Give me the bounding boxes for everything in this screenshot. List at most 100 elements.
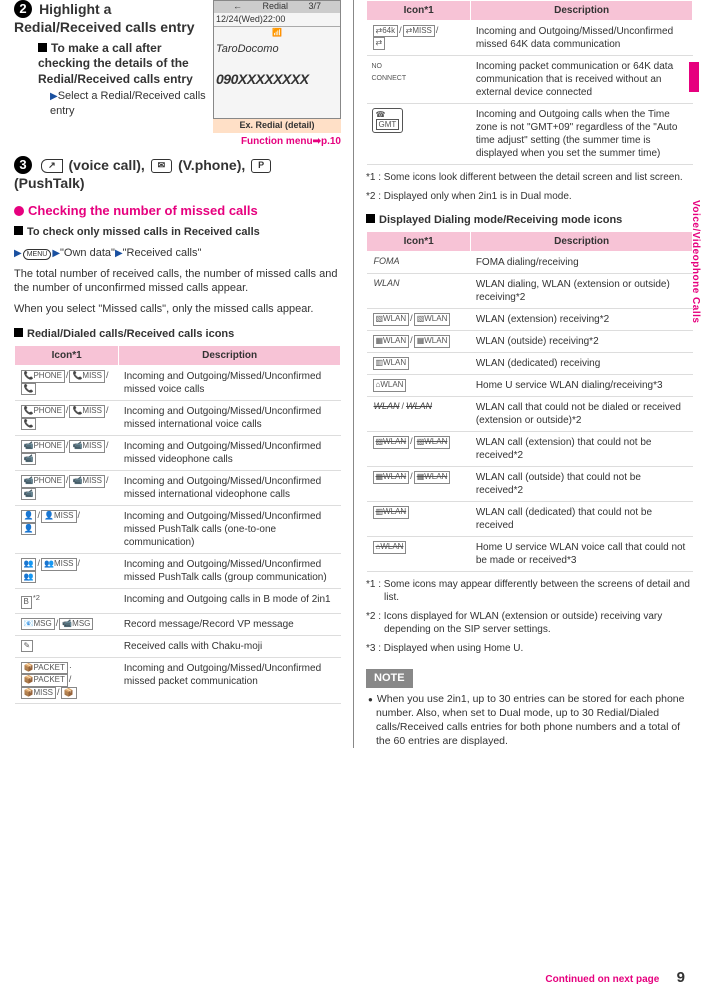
footnote: *2 : Icons displayed for WLAN (extension… xyxy=(366,610,693,636)
table-row: ▥WLANWLAN (dedicated) receiving xyxy=(367,353,693,375)
table-row: ⇄64k/⇄MISS/⇄Incoming and Outgoing/Missed… xyxy=(367,21,693,56)
desc-cell: Home U service WLAN voice call that coul… xyxy=(471,537,693,572)
triangle-icon: ▶ xyxy=(52,248,60,259)
antenna-icon: 📶 xyxy=(214,27,340,39)
triangle-icon: ▶ xyxy=(14,248,22,259)
step-title: Highlight a Redial/Received calls entry xyxy=(14,1,195,35)
icon-cell: ▧WLAN/▧WLAN xyxy=(367,432,471,467)
desc-cell: Incoming and Outgoing/Missed/Unconfirmed… xyxy=(119,554,341,589)
menu-key-icon: MENU xyxy=(23,249,52,260)
desc-cell: Incoming and Outgoing/Missed/Unconfirmed… xyxy=(471,21,693,56)
screenshot-caption: Ex. Redial (detail) xyxy=(213,119,341,133)
function-menu-link[interactable]: Function menu➡p.10 xyxy=(14,135,341,148)
section-missed-calls: Checking the number of missed calls xyxy=(14,203,341,220)
check-lead: To check only missed calls in Received c… xyxy=(27,226,260,238)
body-text-2: When you select "Missed calls", only the… xyxy=(14,302,341,317)
step-3: 3 ↗ (voice call), ✉ (V.phone), P (PushTa… xyxy=(14,156,341,193)
desc-cell: WLAN call that could not be dialed or re… xyxy=(471,397,693,432)
column-divider xyxy=(353,0,354,748)
page-footer: Continued on next page 9 xyxy=(545,968,685,988)
desc-cell: Record message/Record VP message xyxy=(119,613,341,635)
page-number: 9 xyxy=(677,969,685,986)
body-text-1: The total number of received calls, the … xyxy=(14,267,341,297)
icon-cell: ✎ xyxy=(15,635,119,657)
table-row: ▦WLAN/▦WLANWLAN call (outside) that coul… xyxy=(367,467,693,502)
icon-cell: FOMA xyxy=(367,252,471,274)
footnote: *2 : Displayed only when 2in1 is in Dual… xyxy=(366,190,693,203)
desc-cell: Received calls with Chaku-moji xyxy=(119,635,341,657)
desc-cell: Incoming and Outgoing/Missed/Unconfirmed… xyxy=(119,657,341,703)
table-row: B*2Incoming and Outgoing calls in B mode… xyxy=(15,589,341,613)
bullet-square-icon xyxy=(14,328,23,337)
icon-cell: 📹PHONE/📹MISS/📹 xyxy=(15,471,119,506)
table-row: 📞PHONE/📞MISS/📞Incoming and Outgoing/Miss… xyxy=(15,401,341,436)
th-icon: Icon*1 xyxy=(367,232,471,252)
triangle-icon: ▶ xyxy=(50,91,58,102)
table-row: ▥WLANWLAN call (dedicated) that could no… xyxy=(367,502,693,537)
table-row: 📧MSG/📹MSGRecord message/Record VP messag… xyxy=(15,613,341,635)
substep: To make a call after checking the detail… xyxy=(38,41,207,88)
side-tab-marker xyxy=(689,62,699,92)
icon-cell: ⌂WLAN xyxy=(367,537,471,572)
pushtalk-key-icon: P xyxy=(251,159,271,173)
table-row: 👤/👤MISS/👤Incoming and Outgoing/Missed/Un… xyxy=(15,506,341,554)
substep-text: To make a call after checking the detail… xyxy=(38,41,193,86)
desc-cell: WLAN call (extension) that could not be … xyxy=(471,432,693,467)
desc-cell: Incoming and Outgoing calls in B mode of… xyxy=(119,589,341,613)
th-desc: Description xyxy=(119,346,341,366)
table-row: ▦WLAN/▦WLANWLAN (outside) receiving*2 xyxy=(367,331,693,353)
desc-cell: WLAN call (dedicated) that could not be … xyxy=(471,502,693,537)
table-header-row: Icon*1 Description xyxy=(367,232,693,252)
desc-cell: WLAN (extension) receiving*2 xyxy=(471,309,693,331)
th-desc: Description xyxy=(471,232,693,252)
icon-cell: WLAN/WLAN xyxy=(367,397,471,432)
table-2-header: Displayed Dialing mode/Receiving mode ic… xyxy=(366,213,693,227)
nav-path: ▶MENU▶"Own data"▶"Received calls" xyxy=(14,246,341,261)
check-only-missed: To check only missed calls in Received c… xyxy=(14,225,341,239)
th-icon: Icon*1 xyxy=(367,1,471,21)
icon-cell: 📞PHONE/📞MISS/📞 xyxy=(15,401,119,436)
table-row: 👥/👥MISS/👥Incoming and Outgoing/Missed/Un… xyxy=(15,554,341,589)
desc-cell: WLAN dialing, WLAN (extension or outside… xyxy=(471,274,693,309)
page: 2 Highlight a Redial/Received calls entr… xyxy=(0,0,703,748)
icon-cell: ▥WLAN xyxy=(367,353,471,375)
table-header-row: Icon*1 Description xyxy=(15,346,341,366)
table-row: NOCONNECTIncoming packet communication o… xyxy=(367,56,693,104)
icon-cell: ☎GMT xyxy=(367,104,471,165)
bullet-square-icon xyxy=(366,214,375,223)
side-tab-label: Voice/Videophone Calls xyxy=(689,200,702,323)
icon-cell: 📞PHONE/📞MISS/📞 xyxy=(15,366,119,401)
call-key-icon: ↗ xyxy=(41,159,63,173)
left-column: 2 Highlight a Redial/Received calls entr… xyxy=(14,0,341,748)
screenshot-number: 090XXXXXXXX xyxy=(214,58,340,118)
table-row: 📞PHONE/📞MISS/📞Incoming and Outgoing/Miss… xyxy=(15,366,341,401)
icon-cell: WLAN xyxy=(367,274,471,309)
right-column: Icon*1 Description ⇄64k/⇄MISS/⇄Incoming … xyxy=(366,0,693,748)
table-redial-icons-cont: Icon*1 Description ⇄64k/⇄MISS/⇄Incoming … xyxy=(366,0,693,165)
table-redial-icons: Icon*1 Description 📞PHONE/📞MISS/📞Incomin… xyxy=(14,345,341,704)
desc-cell: Incoming and Outgoing/Missed/Unconfirmed… xyxy=(119,506,341,554)
icon-cell: NOCONNECT xyxy=(367,56,471,104)
step-2: 2 Highlight a Redial/Received calls entr… xyxy=(14,0,341,148)
table-row: ✎Received calls with Chaku-moji xyxy=(15,635,341,657)
desc-cell: FOMA dialing/receiving xyxy=(471,252,693,274)
footnote: *1 : Some icons may appear differently b… xyxy=(366,578,693,604)
continued-label: Continued on next page xyxy=(545,974,659,985)
note-body: When you use 2in1, up to 30 entries can … xyxy=(366,688,693,749)
table-header-row: Icon*1 Description xyxy=(367,1,693,21)
screenshot-header: ← Redial 3/7 xyxy=(214,1,340,13)
screenshot-name: TaroDocomo xyxy=(214,40,340,58)
icon-cell: ▦WLAN/▦WLAN xyxy=(367,467,471,502)
bullet-square-icon xyxy=(38,43,47,52)
triangle-icon: ▶ xyxy=(115,248,123,259)
desc-cell: Incoming and Outgoing calls when the Tim… xyxy=(471,104,693,165)
bullet-square-icon xyxy=(14,226,23,235)
footnote: *3 : Displayed when using Home U. xyxy=(366,642,693,655)
side-tab: Voice/Videophone Calls xyxy=(689,0,701,995)
desc-cell: Incoming and Outgoing/Missed/Unconfirmed… xyxy=(119,401,341,436)
table-row: WLAN/WLANWLAN call that could not be dia… xyxy=(367,397,693,432)
table-row: 📹PHONE/📹MISS/📹Incoming and Outgoing/Miss… xyxy=(15,436,341,471)
icon-cell: 👤/👤MISS/👤 xyxy=(15,506,119,554)
table-row: ⌂WLANHome U service WLAN dialing/receivi… xyxy=(367,375,693,397)
icon-cell: ▦WLAN/▦WLAN xyxy=(367,331,471,353)
